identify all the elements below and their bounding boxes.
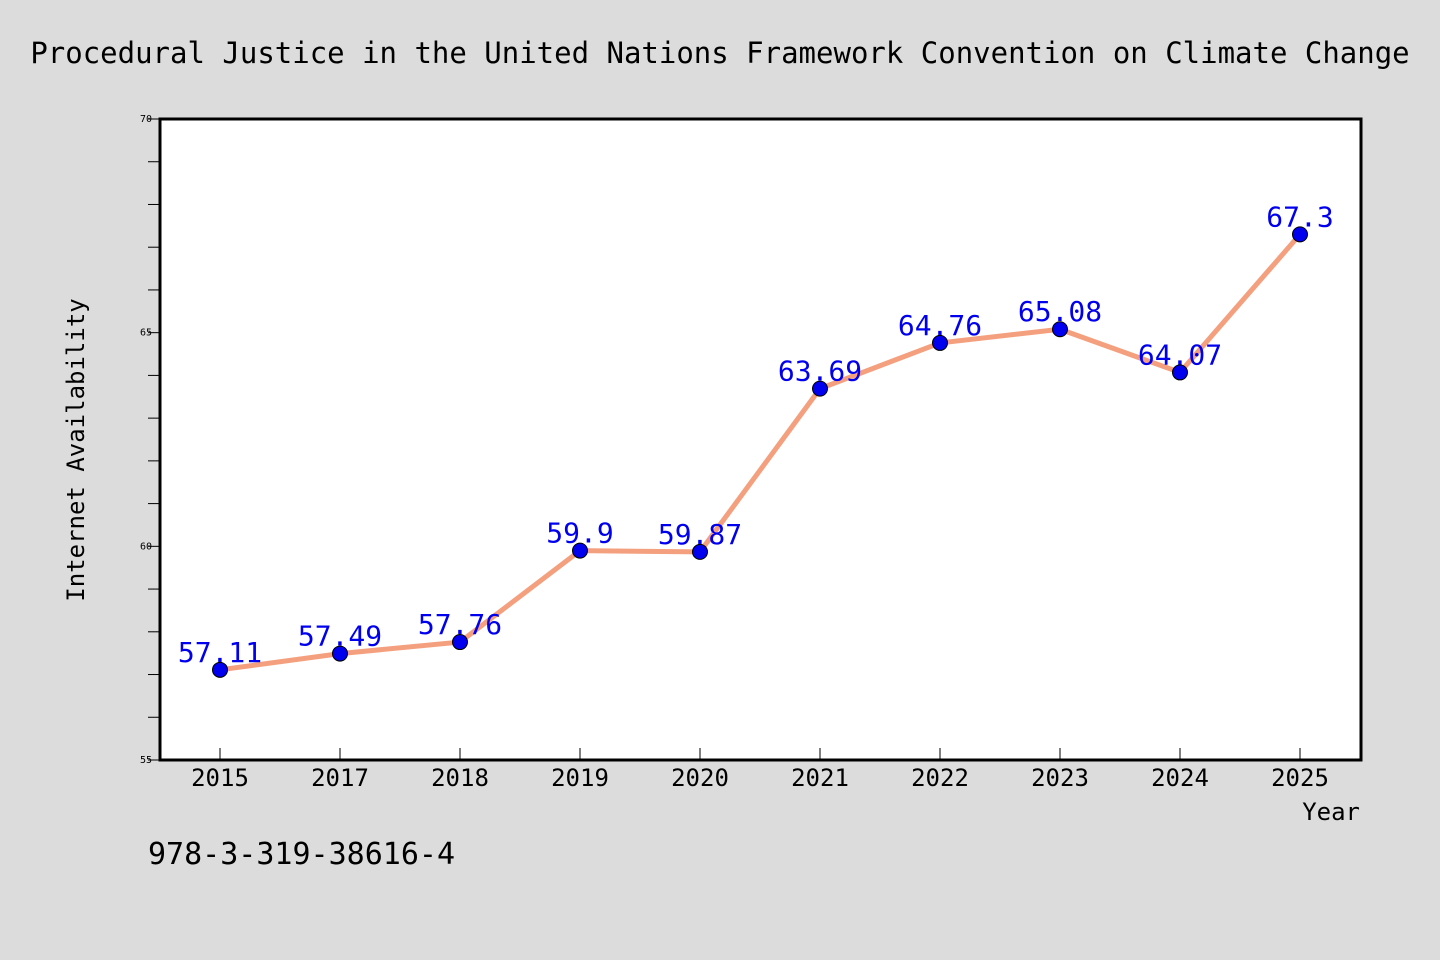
y-minor-ticks [148,161,160,718]
data-label: 67.3 [1266,200,1333,233]
x-tick-label: 2021 [791,764,849,792]
plot-area [158,117,1363,762]
x-tick-label: 2020 [671,764,729,792]
data-label: 57.49 [298,620,382,653]
y-tick-label: 60 [140,541,152,552]
data-labels: 57.11 57.49 57.76 59.9 59.87 63.69 64.76 65.08 6… [178,200,1334,668]
x-tick-label: 2024 [1151,764,1209,792]
series-layer [212,226,1308,678]
data-label: 64.76 [898,309,982,342]
x-axis-label: Year [1302,798,1360,826]
data-point [1052,321,1068,338]
x-axis-ticks: 2015 2017 2018 2019 2020 2021 2022 2023 2024 2025 [191,748,1329,792]
y-tick-label: 70 [140,114,152,125]
x-tick-label: 2015 [191,764,249,792]
y-tick-label: 65 [140,328,152,339]
data-point [572,542,588,559]
data-point [332,645,348,662]
x-tick-label: 2025 [1271,764,1329,792]
data-point [1292,226,1308,243]
y-axis-ticks: 55 60 65 70 [140,114,160,766]
x-tick-label: 2017 [311,764,369,792]
data-point [452,634,468,651]
chart-title: Procedural Justice in the United Nations… [30,36,1409,70]
data-label: 64.07 [1138,338,1222,371]
data-point [932,334,948,351]
x-tick-label: 2019 [551,764,609,792]
data-label: 57.11 [178,636,262,669]
y-axis-label: Internet Availability [62,298,90,601]
x-tick-label: 2018 [431,764,489,792]
data-point [812,380,828,397]
data-label: 59.87 [658,518,742,551]
data-point [212,661,228,678]
x-tick-label: 2023 [1031,764,1089,792]
y-tick-label: 55 [140,755,152,766]
data-label: 59.9 [546,517,613,550]
data-point [692,543,708,560]
series-line [217,231,1303,673]
data-label: 57.76 [418,608,502,641]
data-label: 63.69 [778,355,862,388]
footnote: 978-3-319-38616-4 [148,837,455,872]
x-tick-label: 2022 [911,764,969,792]
data-point [1172,364,1188,381]
data-label: 65.08 [1018,295,1102,328]
